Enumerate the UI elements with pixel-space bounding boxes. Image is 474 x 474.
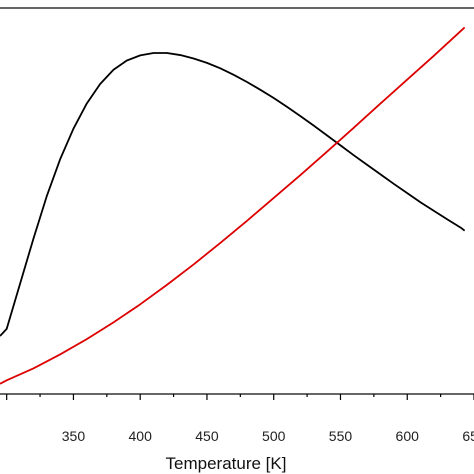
x-axis-ticks: 350 400 450 500 550 600 650	[6, 394, 474, 444]
plot-frame	[0, 7, 474, 395]
x-axis-title: Temperature [K]	[166, 454, 287, 473]
x-tick-label: 650	[462, 428, 474, 444]
x-tick-label: 350	[62, 428, 86, 444]
series-layer	[0, 26, 466, 385]
series-line-2	[0, 26, 466, 385]
x-tick-label: 450	[195, 428, 219, 444]
x-tick-label: 400	[129, 428, 153, 444]
x-tick-label: 550	[329, 428, 353, 444]
x-tick-label: 600	[396, 428, 420, 444]
x-tick-label: 500	[262, 428, 286, 444]
series-line-1	[0, 52, 466, 337]
